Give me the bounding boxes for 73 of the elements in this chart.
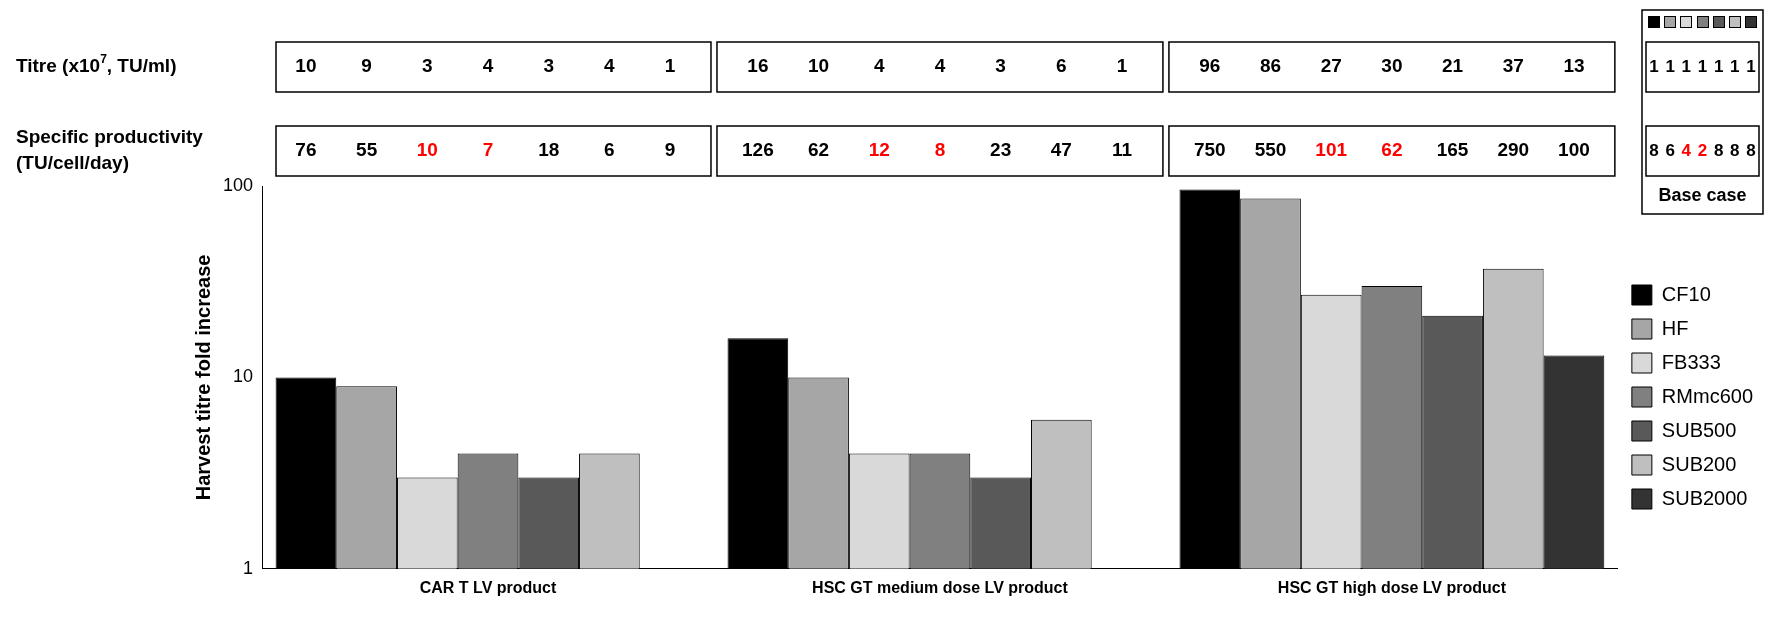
text: 23 — [990, 139, 1012, 161]
text: 27 — [1320, 55, 1342, 77]
x-tick-label: HSC GT medium dose LV product — [812, 578, 1069, 596]
text: 86 — [1259, 55, 1282, 77]
text: 4 — [873, 55, 885, 77]
y-axis-title: Harvest titre fold increase — [191, 254, 214, 501]
text: 8 — [1649, 140, 1659, 160]
text: 12 — [868, 139, 890, 161]
text: 6 — [604, 139, 615, 161]
text: 7 — [482, 139, 494, 161]
text: 47 — [1050, 139, 1072, 161]
text: 550 — [1254, 139, 1287, 161]
text: 750 — [1193, 139, 1226, 161]
y-tick-label: 1 — [243, 557, 254, 578]
text: 8 — [1746, 140, 1756, 160]
text: 9 — [664, 139, 676, 161]
text: 2 — [1697, 140, 1708, 160]
text: 96 — [1199, 55, 1221, 77]
text: 100 — [1558, 139, 1590, 161]
text: 8 — [934, 139, 946, 161]
text: 55 — [356, 139, 378, 161]
text: 1 — [1116, 55, 1128, 77]
text: 8 — [1713, 140, 1724, 160]
text: 4 — [604, 55, 616, 77]
legend-label: SUB500 — [1661, 418, 1737, 441]
x-tick-label: HSC GT high dose LV product — [1277, 578, 1507, 596]
text: 9 — [361, 55, 372, 77]
text: 1 — [1697, 56, 1708, 76]
text: 21 — [1442, 55, 1464, 77]
text: 62 — [1381, 139, 1403, 161]
text: 4 — [482, 55, 494, 77]
text: 1 — [664, 55, 676, 77]
text: 3 — [422, 55, 433, 77]
text: 3 — [543, 55, 554, 77]
text: 101 — [1315, 139, 1348, 161]
text: 16 — [747, 55, 769, 77]
text: 10 — [295, 55, 317, 77]
legend-label: SUB200 — [1661, 452, 1737, 475]
text: 62 — [808, 139, 830, 161]
text: 13 — [1563, 55, 1585, 77]
legend-label: RMmc600 — [1661, 384, 1754, 407]
text: 10 — [808, 55, 830, 77]
y-tick-label: 10 — [233, 366, 254, 387]
text: 30 — [1381, 55, 1403, 77]
text: 37 — [1502, 55, 1524, 77]
text: (TU/cell/day) — [16, 152, 129, 174]
text: 10 — [416, 139, 438, 161]
text: 165 — [1436, 139, 1469, 161]
x-tick-label: CAR T LV product — [419, 578, 557, 596]
text: 4 — [934, 55, 946, 77]
text: Specific productivity — [16, 126, 204, 148]
text: 8 — [1730, 140, 1740, 160]
legend-label: SUB2000 — [1661, 486, 1748, 509]
text: 1 — [1649, 56, 1659, 76]
text: 1 — [1665, 56, 1675, 76]
text: 290 — [1497, 139, 1530, 161]
y-tick-label: 100 — [222, 174, 254, 195]
text: 6 — [1056, 55, 1067, 77]
text: 1 — [1746, 56, 1756, 76]
text: 1 — [1730, 56, 1740, 76]
text: 3 — [995, 55, 1006, 77]
legend-label: FB333 — [1661, 350, 1721, 373]
text: 126 — [742, 139, 774, 161]
text: Base case — [1658, 184, 1747, 205]
legend-label: CF10 — [1661, 282, 1711, 305]
text: 18 — [538, 139, 560, 161]
text: 11 — [1111, 139, 1133, 161]
text: 6 — [1665, 140, 1675, 160]
legend-label: HF — [1661, 316, 1689, 339]
text: 76 — [295, 139, 317, 161]
text: 1 — [1681, 56, 1692, 76]
text: 4 — [1681, 140, 1692, 160]
text: 1 — [1713, 56, 1724, 76]
